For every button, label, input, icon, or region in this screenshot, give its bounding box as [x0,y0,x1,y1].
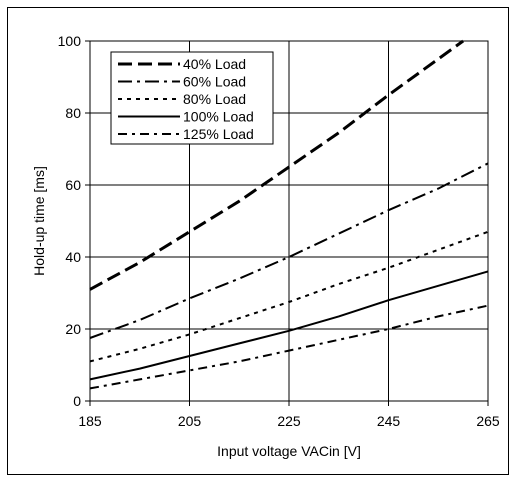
x-axis-label: Input voltage VACin [V] [217,443,361,459]
legend-label: 40% Load [183,56,246,72]
legend-label: 60% Load [183,74,246,90]
y-tick-label: 20 [65,321,81,337]
x-tick-label: 265 [476,413,500,429]
plot-area-border [89,40,489,402]
series-line-60-load [89,162,489,339]
y-tick-label: 40 [65,249,81,265]
legend-label: 80% Load [183,91,246,107]
axis-tick-labels: 185 205 225 245 265 0 20 40 60 80 100 [58,33,500,429]
y-tick-label: 60 [65,177,81,193]
series-line-100-load [89,270,489,381]
y-tick-label: 100 [58,33,82,49]
x-tick-label: 245 [377,413,401,429]
x-tick-label: 205 [178,413,202,429]
y-axis-label: Hold-up time [ms] [31,166,47,276]
legend-label: 100% Load [183,109,254,125]
y-tick-label: 80 [65,105,81,121]
series-line-125-load [89,304,489,390]
x-tick-label: 225 [277,413,301,429]
data-series [89,39,489,390]
series-line-40-load [89,39,465,291]
x-tick-label: 185 [78,413,102,429]
legend-label: 125% Load [183,126,254,142]
series-line-80-load [89,230,489,363]
y-tick-label: 0 [73,393,81,409]
